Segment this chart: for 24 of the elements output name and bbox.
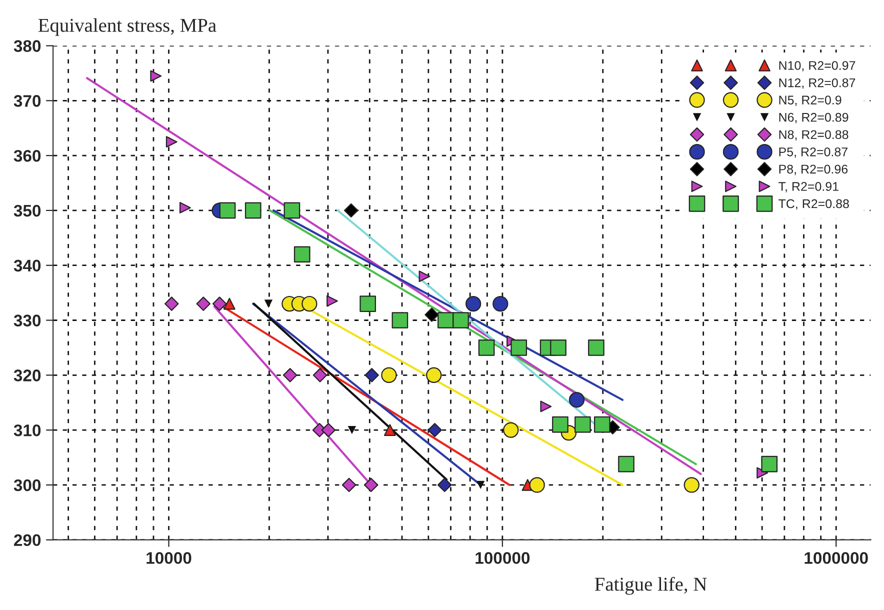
y-tick-label: 320 — [14, 370, 41, 382]
legend-label: P8, R2=0.96 — [779, 164, 848, 176]
y-tick-label: 330 — [14, 314, 41, 326]
x-tick-label: 100000 — [476, 552, 530, 564]
y-tick-label: 300 — [14, 479, 41, 492]
x-tick-label: 1000000 — [804, 552, 868, 564]
y-tick-label: 370 — [14, 95, 41, 107]
legend-label: TC, R2=0.88 — [778, 199, 849, 210]
y-axis-title: Equivalent stress, MPa — [38, 18, 216, 36]
legend-label: T, R2=0.91 — [778, 182, 838, 192]
y-tick-label: 310 — [14, 424, 41, 436]
y-tick-label: 360 — [14, 150, 41, 162]
y-tick-label: 350 — [14, 204, 41, 217]
legend-label: N12, R2=0.87 — [779, 78, 856, 89]
legend-label: N6, R2=0.89 — [779, 112, 848, 124]
y-tick-label: 290 — [14, 534, 41, 546]
y-tick-label: 380 — [14, 40, 41, 52]
legend-label: N8, R2=0.88 — [779, 130, 848, 141]
legend-label: P5, R2=0.87 — [779, 147, 848, 158]
x-axis-title: Fatigue life, N — [594, 576, 707, 595]
legend-label: N10, R2=0.97 — [779, 61, 856, 72]
legend-label: N5, R2=0.9 — [779, 96, 842, 106]
y-tick-label: 340 — [14, 260, 41, 272]
x-tick-label: 10000 — [146, 552, 192, 564]
